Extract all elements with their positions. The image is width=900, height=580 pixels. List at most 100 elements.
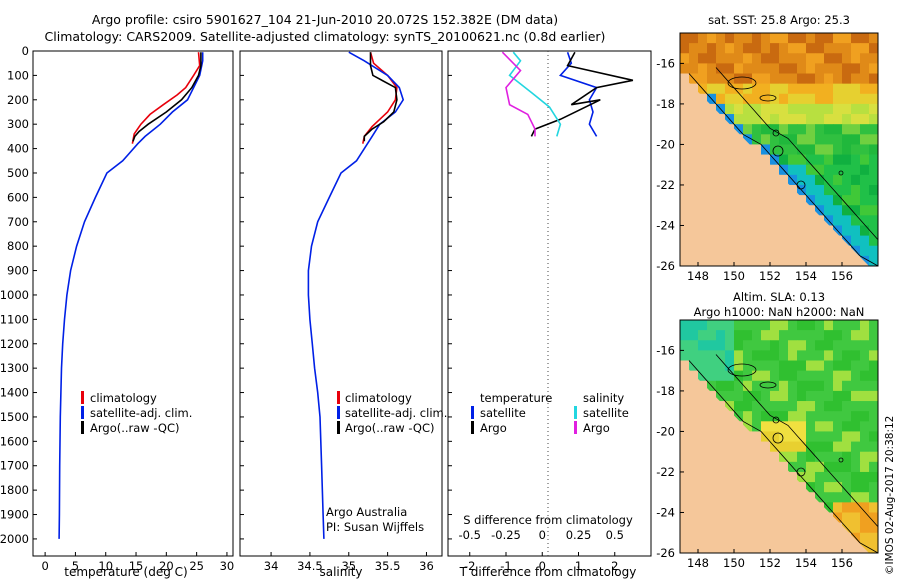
map-cell <box>860 390 870 402</box>
map-cell <box>806 144 816 155</box>
map-cell <box>842 320 852 331</box>
map-cell <box>824 114 834 125</box>
map-cell <box>842 370 852 382</box>
map-cell <box>797 431 807 442</box>
map-cell <box>851 124 861 135</box>
x-tick-label: 35.5 <box>375 559 401 573</box>
temperature-xlabel: temperature (deg C) <box>64 565 187 579</box>
map-cell <box>680 33 690 44</box>
top-tick-label: -0.25 <box>491 528 521 542</box>
map-cell <box>797 83 807 95</box>
map-cell <box>770 63 780 74</box>
map-cell <box>815 411 825 422</box>
map-cell <box>833 320 843 331</box>
map-cell <box>869 451 878 463</box>
map-cell <box>743 370 753 382</box>
map-cell <box>788 330 798 341</box>
map-cell <box>680 340 690 351</box>
map-cell <box>743 330 753 341</box>
map-cell <box>788 320 798 331</box>
map-cell <box>842 144 852 155</box>
map-cell <box>734 33 744 44</box>
map-cell <box>851 370 861 382</box>
series-line-sat <box>307 51 405 539</box>
map-cell <box>842 154 852 166</box>
legend-swatch-argo <box>81 421 84 434</box>
map-cell <box>797 174 807 186</box>
map-cell <box>842 83 852 95</box>
map-cell <box>707 360 717 372</box>
map-cell <box>734 53 744 64</box>
map-cell <box>779 370 789 382</box>
map-cell <box>869 134 878 145</box>
map-cell <box>824 421 834 432</box>
y-tick-label: 1800 <box>0 483 29 497</box>
y-tick-label: 1300 <box>0 361 29 375</box>
legend-s-argo: Argo <box>583 421 610 435</box>
annotation-pi: PI: Susan Wijffels <box>326 520 424 534</box>
series-line-clim <box>131 52 201 144</box>
map-cell <box>860 124 870 135</box>
map-cell <box>815 124 825 135</box>
reef-outline <box>759 381 777 389</box>
map-cell <box>752 124 762 135</box>
map-cell <box>779 43 789 54</box>
map-cell <box>752 83 762 95</box>
map-cell <box>815 401 825 412</box>
map-cell <box>815 195 825 206</box>
map-cell <box>743 103 753 115</box>
map-cell <box>815 471 825 483</box>
map-cell <box>716 320 726 331</box>
map-x-tick-label: 150 <box>723 556 745 570</box>
map-cell <box>779 380 789 392</box>
map-cell <box>797 461 807 473</box>
map-cell <box>788 154 798 166</box>
map-cell <box>761 360 771 372</box>
map-cell <box>851 114 861 125</box>
map-cell <box>725 330 735 341</box>
map-cell <box>860 461 870 473</box>
map-cell <box>779 73 789 85</box>
map-cell <box>824 330 834 341</box>
map-cell <box>752 360 762 372</box>
map-cell <box>869 205 878 216</box>
legend-temperature-header: temperature <box>480 391 552 405</box>
map-cell <box>788 83 798 95</box>
map-cell <box>860 154 870 166</box>
map-cell <box>752 401 762 412</box>
map-cell <box>869 350 878 361</box>
map-cell <box>743 390 753 402</box>
x-tick-label: 2 <box>611 559 618 573</box>
map-cell <box>788 114 798 125</box>
land-mass <box>680 73 869 266</box>
map-cell <box>743 73 753 85</box>
map-cell <box>797 441 807 453</box>
argo-position-marker <box>772 432 784 444</box>
map-cell <box>770 144 780 155</box>
map-cell <box>869 114 878 125</box>
map-cell <box>815 441 825 453</box>
depth-contour <box>715 67 878 241</box>
map-cell <box>869 532 878 544</box>
map-cell <box>833 154 843 166</box>
map-cell <box>806 390 816 402</box>
map-cell <box>851 63 861 74</box>
map-cell <box>869 235 878 247</box>
reef-outline <box>838 457 844 463</box>
map-cell <box>860 245 870 257</box>
map-cell <box>860 93 870 105</box>
map-cell <box>851 502 861 513</box>
map-cell <box>680 320 690 331</box>
map-cell <box>770 390 780 402</box>
map-cell <box>788 441 798 453</box>
map-cell <box>842 492 852 503</box>
map-cell <box>860 350 870 361</box>
map-cell <box>869 184 878 196</box>
map-cell <box>869 330 878 341</box>
map-cell <box>698 360 708 372</box>
map-cell <box>806 53 816 64</box>
map-cell <box>869 73 878 85</box>
map-cell <box>743 43 753 54</box>
map-cell <box>743 93 753 105</box>
map-cell <box>869 461 878 473</box>
